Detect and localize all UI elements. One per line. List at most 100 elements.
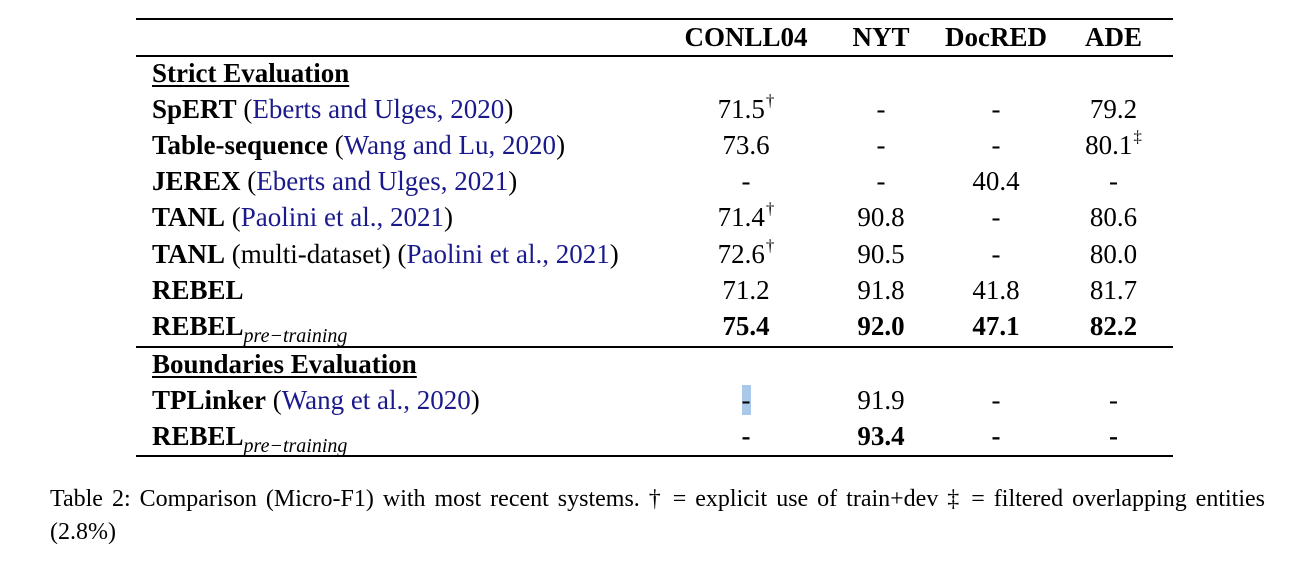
- value-cell-nyt: 91.9: [826, 382, 936, 418]
- value-cell-conll04: -: [676, 418, 816, 454]
- value-cell-conll04: -: [676, 382, 816, 418]
- section-title: Boundaries Evaluation: [152, 349, 417, 379]
- value-cell-docred: -: [931, 199, 1061, 235]
- value-text: 80.6: [1089, 202, 1138, 232]
- value-text: -: [741, 385, 751, 415]
- value-cell-docred: 47.1: [931, 308, 1061, 344]
- value-cell-nyt: 93.4: [826, 418, 936, 454]
- model-name: SpERT: [152, 94, 237, 124]
- citation-link[interactable]: Wang et al., 2020: [281, 385, 471, 415]
- value-text: 81.7: [1089, 275, 1138, 305]
- value-text: -: [991, 202, 1001, 232]
- table-row: TPLinker (Wang et al., 2020) - 91.9 - -: [136, 382, 1173, 418]
- value-cell-conll04: 71.4†: [676, 199, 816, 239]
- footnote-mark: †: [765, 236, 775, 255]
- cite-open-paren: (: [328, 130, 344, 160]
- cite-close-paren: ): [470, 385, 480, 415]
- section-title: Strict Evaluation: [152, 58, 350, 88]
- value-text: 47.1: [972, 311, 1020, 341]
- model-name: TANL: [152, 239, 226, 269]
- value-cell-ade: 82.2: [1056, 308, 1171, 344]
- model-cell: REBELpre−training: [152, 418, 347, 457]
- model-name: TANL: [152, 202, 226, 232]
- value-cell-nyt: 90.8: [826, 199, 936, 235]
- col-header-ade: ADE: [1084, 22, 1142, 52]
- value-cell-docred: -: [931, 382, 1061, 418]
- section-boundaries: Boundaries Evaluation: [136, 346, 1173, 382]
- value-text: -: [991, 239, 1001, 269]
- col-header-conll04: CONLL04: [684, 22, 808, 52]
- footnote-mark: †: [765, 91, 775, 110]
- section-rule: [136, 346, 1173, 348]
- model-cell: TANL (Paolini et al., 2021): [152, 199, 453, 235]
- cite-open-paren: (: [225, 202, 241, 232]
- value-text: -: [991, 421, 1001, 451]
- value-cell-docred: -: [931, 91, 1061, 127]
- model-name: JEREX: [152, 166, 241, 196]
- citation-link[interactable]: Paolini et al., 2021: [406, 239, 610, 269]
- cite-open-paren: (: [390, 239, 407, 269]
- value-text: 90.8: [857, 202, 905, 232]
- value-text: 40.4: [972, 166, 1020, 196]
- cite-close-paren: ): [508, 166, 518, 196]
- model-cell: TANL (multi-dataset) (Paolini et al., 20…: [152, 236, 619, 272]
- bottom-rule: [136, 455, 1173, 457]
- value-text: -: [991, 385, 1001, 415]
- value-text: -: [741, 166, 751, 196]
- model-cell: SpERT (Eberts and Ulges, 2020): [152, 91, 513, 127]
- value-cell-docred: -: [931, 236, 1061, 272]
- value-text: 91.8: [857, 275, 905, 305]
- model-name: TPLinker: [152, 385, 267, 415]
- model-cell: Table-sequence (Wang and Lu, 2020): [152, 127, 565, 163]
- model-subscript: pre−training: [243, 325, 348, 347]
- value-cell-ade: -: [1056, 382, 1171, 418]
- table-row: JEREX (Eberts and Ulges, 2021) - - 40.4 -: [136, 163, 1173, 199]
- value-cell-ade: 80.1‡: [1056, 127, 1171, 167]
- cite-close-paren: ): [556, 130, 566, 160]
- value-text: 79.2: [1089, 94, 1138, 124]
- value-cell-conll04: -: [676, 163, 816, 199]
- citation-link[interactable]: Eberts and Ulges, 2021: [256, 166, 509, 196]
- cite-open-paren: (: [236, 94, 253, 124]
- value-text: 75.4: [722, 311, 770, 341]
- value-text: -: [991, 94, 1001, 124]
- value-text: -: [1109, 166, 1118, 196]
- cite-close-paren: ): [609, 239, 619, 269]
- col-header-nyt: NYT: [852, 22, 910, 52]
- section-strict: Strict Evaluation: [136, 55, 1173, 91]
- cite-close-paren: ): [504, 94, 514, 124]
- value-cell-nyt: -: [826, 163, 936, 199]
- model-name: REBEL: [152, 311, 244, 341]
- footnote-mark: ‡: [1133, 127, 1142, 146]
- model-name: REBEL: [152, 275, 244, 305]
- citation-link[interactable]: Wang and Lu, 2020: [343, 130, 557, 160]
- value-text: 71.5: [717, 94, 765, 124]
- model-cell: TPLinker (Wang et al., 2020): [152, 382, 480, 418]
- value-cell-docred: -: [931, 127, 1061, 163]
- value-text: 72.6: [717, 239, 765, 269]
- citation-link[interactable]: Eberts and Ulges, 2020: [252, 94, 505, 124]
- value-text: -: [991, 130, 1001, 160]
- model-cell: JEREX (Eberts and Ulges, 2021): [152, 163, 517, 199]
- footnote-mark: †: [765, 199, 775, 218]
- model-name: Table-sequence: [152, 130, 329, 160]
- table-row: REBEL 71.2 91.8 41.8 81.7: [136, 272, 1173, 308]
- value-text: 73.6: [722, 130, 770, 160]
- value-text: 71.2: [722, 275, 770, 305]
- cite-close-paren: ): [444, 202, 453, 232]
- value-text: 82.2: [1089, 311, 1138, 341]
- value-cell-nyt: 91.8: [826, 272, 936, 308]
- value-text: 71.4: [717, 202, 765, 232]
- value-text: 80.1: [1085, 130, 1133, 160]
- cite-open-paren: (: [266, 385, 282, 415]
- value-text: -: [1109, 385, 1118, 415]
- value-cell-conll04: 72.6†: [676, 236, 816, 276]
- model-name: REBEL: [152, 421, 244, 451]
- table-row: SpERT (Eberts and Ulges, 2020) 71.5† - - 79.…: [136, 91, 1173, 127]
- model-cell: REBEL: [152, 272, 244, 308]
- citation-link[interactable]: Paolini et al., 2021: [240, 202, 444, 232]
- value-text: 91.9: [857, 385, 905, 415]
- value-cell-ade: 79.2: [1056, 91, 1171, 127]
- value-cell-ade: 80.0: [1056, 236, 1171, 272]
- table-row: Table-sequence (Wang and Lu, 2020) 73.6 - -…: [136, 127, 1173, 163]
